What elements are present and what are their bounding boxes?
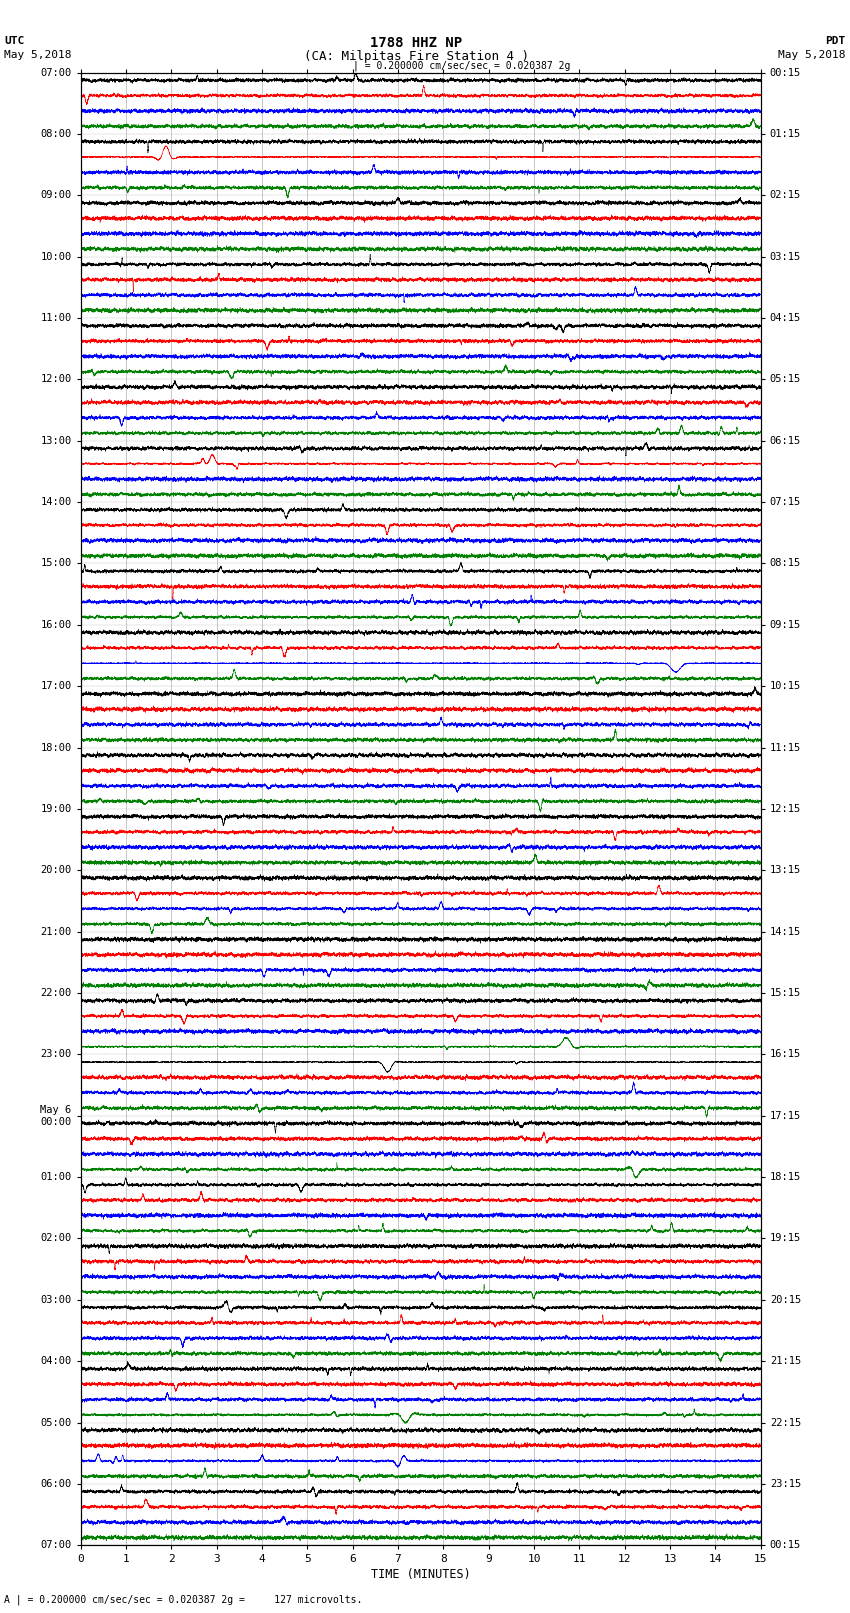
Text: 1788 HHZ NP: 1788 HHZ NP [371,37,462,50]
Text: A | = 0.200000 cm/sec/sec = 0.020387 2g =     127 microvolts.: A | = 0.200000 cm/sec/sec = 0.020387 2g … [4,1594,363,1605]
Text: (CA: Milpitas Fire Station 4 ): (CA: Milpitas Fire Station 4 ) [304,50,529,63]
Text: | = 0.200000 cm/sec/sec = 0.020387 2g: | = 0.200000 cm/sec/sec = 0.020387 2g [353,60,570,71]
Text: May 5,2018: May 5,2018 [4,50,71,60]
X-axis label: TIME (MINUTES): TIME (MINUTES) [371,1568,471,1581]
Text: UTC: UTC [4,37,25,47]
Text: May 5,2018: May 5,2018 [779,50,846,60]
Text: PDT: PDT [825,37,846,47]
